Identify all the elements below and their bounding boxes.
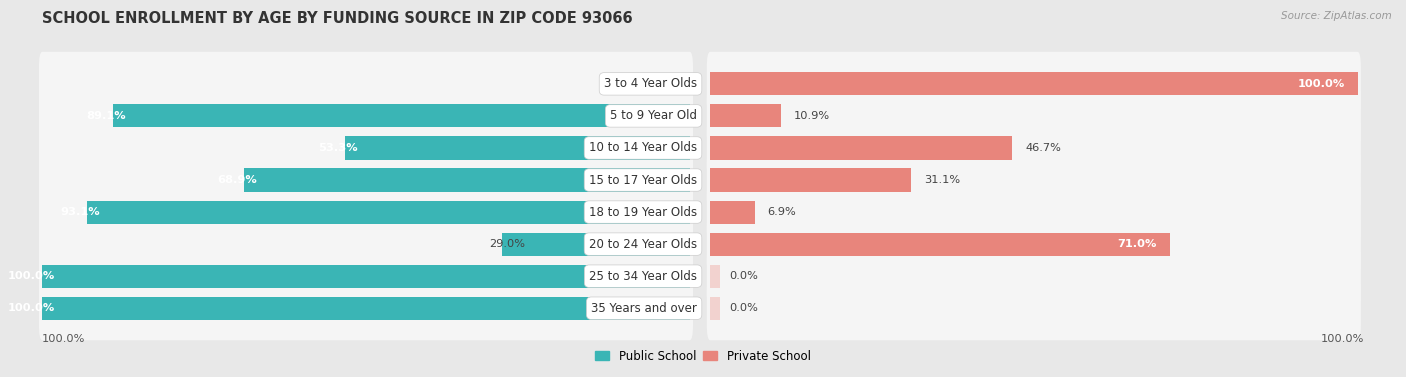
Text: 18 to 19 Year Olds: 18 to 19 Year Olds: [589, 205, 697, 219]
Text: 100.0%: 100.0%: [42, 334, 86, 344]
Text: Source: ZipAtlas.com: Source: ZipAtlas.com: [1281, 11, 1392, 21]
FancyBboxPatch shape: [39, 276, 693, 340]
FancyBboxPatch shape: [39, 244, 693, 308]
Text: 53.3%: 53.3%: [318, 143, 357, 153]
Text: 89.1%: 89.1%: [86, 111, 125, 121]
Bar: [710, 136, 1012, 159]
Text: 35 Years and over: 35 Years and over: [591, 302, 697, 315]
FancyBboxPatch shape: [39, 84, 693, 148]
Bar: [710, 169, 911, 192]
Bar: [243, 169, 690, 192]
Text: 29.0%: 29.0%: [489, 239, 524, 249]
Text: 10 to 14 Year Olds: 10 to 14 Year Olds: [589, 141, 697, 155]
Text: 100.0%: 100.0%: [1298, 79, 1344, 89]
FancyBboxPatch shape: [707, 84, 1361, 148]
Text: 0.0%: 0.0%: [730, 303, 758, 313]
FancyBboxPatch shape: [707, 116, 1361, 180]
Text: 5 to 9 Year Old: 5 to 9 Year Old: [610, 109, 697, 123]
FancyBboxPatch shape: [39, 52, 693, 116]
Bar: [710, 265, 720, 288]
Bar: [42, 297, 690, 320]
Bar: [42, 265, 690, 288]
Bar: [710, 201, 755, 224]
Text: 0.0%: 0.0%: [651, 79, 681, 89]
Text: 100.0%: 100.0%: [8, 303, 55, 313]
Text: SCHOOL ENROLLMENT BY AGE BY FUNDING SOURCE IN ZIP CODE 93066: SCHOOL ENROLLMENT BY AGE BY FUNDING SOUR…: [42, 11, 633, 26]
FancyBboxPatch shape: [707, 212, 1361, 276]
Text: 15 to 17 Year Olds: 15 to 17 Year Olds: [589, 173, 697, 187]
Text: 31.1%: 31.1%: [924, 175, 960, 185]
Text: 68.9%: 68.9%: [217, 175, 256, 185]
Text: 71.0%: 71.0%: [1118, 239, 1157, 249]
Bar: [710, 104, 780, 127]
Text: 25 to 34 Year Olds: 25 to 34 Year Olds: [589, 270, 697, 283]
Bar: [710, 72, 1358, 95]
FancyBboxPatch shape: [707, 52, 1361, 116]
Bar: [710, 233, 1170, 256]
FancyBboxPatch shape: [39, 116, 693, 180]
Text: 6.9%: 6.9%: [768, 207, 796, 217]
Text: 20 to 24 Year Olds: 20 to 24 Year Olds: [589, 238, 697, 251]
Bar: [502, 233, 690, 256]
FancyBboxPatch shape: [39, 180, 693, 244]
Bar: [710, 297, 720, 320]
FancyBboxPatch shape: [707, 148, 1361, 212]
Text: 100.0%: 100.0%: [1320, 334, 1364, 344]
Text: 46.7%: 46.7%: [1025, 143, 1062, 153]
Legend: Public School, Private School: Public School, Private School: [591, 345, 815, 367]
Text: 93.1%: 93.1%: [60, 207, 100, 217]
Text: 0.0%: 0.0%: [730, 271, 758, 281]
FancyBboxPatch shape: [707, 244, 1361, 308]
Text: 100.0%: 100.0%: [8, 271, 55, 281]
Bar: [87, 201, 690, 224]
FancyBboxPatch shape: [39, 212, 693, 276]
Text: 10.9%: 10.9%: [793, 111, 830, 121]
FancyBboxPatch shape: [707, 276, 1361, 340]
FancyBboxPatch shape: [707, 180, 1361, 244]
FancyBboxPatch shape: [39, 148, 693, 212]
Bar: [344, 136, 690, 159]
Text: 3 to 4 Year Olds: 3 to 4 Year Olds: [605, 77, 697, 90]
Bar: [112, 104, 690, 127]
